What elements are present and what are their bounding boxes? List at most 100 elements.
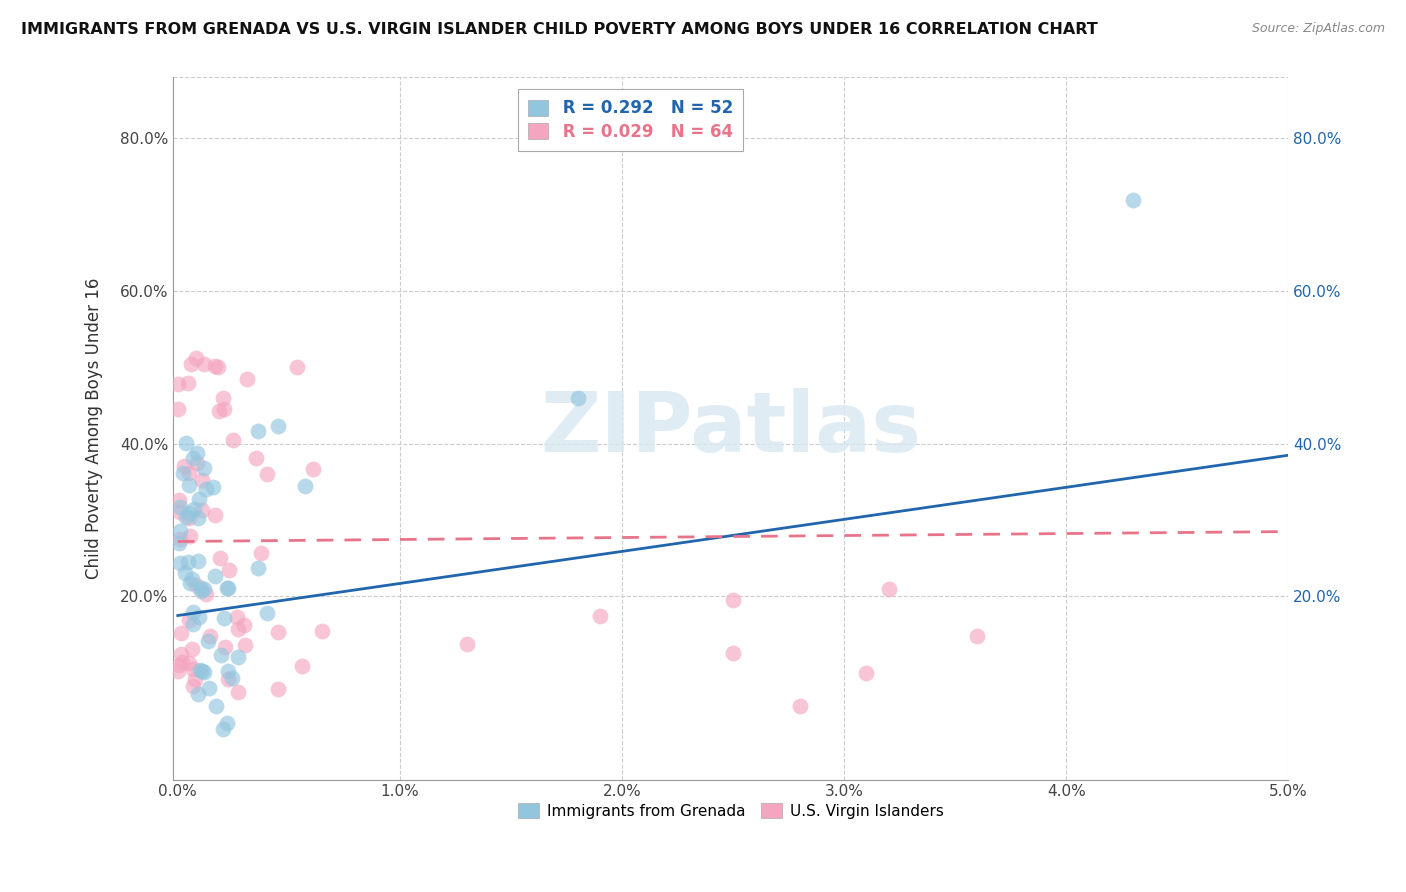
Point [170,647,193,661]
Point [291,659,314,673]
Point [169,505,191,519]
Point [204,568,226,582]
Y-axis label: Child Poverty Among Boys Under 16: Child Poverty Among Boys Under 16 [86,277,103,579]
Point [301,462,323,476]
Point [217,672,239,686]
Point [204,359,226,373]
Point [181,641,204,656]
Point [181,605,204,619]
Point [177,477,200,491]
Text: ZIPatlas: ZIPatlas [540,388,921,469]
Point [167,376,190,391]
Point [180,358,202,372]
Point [721,593,744,607]
Point [179,511,201,525]
Point [190,584,212,599]
Point [209,648,232,662]
Point [167,536,190,550]
Point [198,629,221,643]
Point [169,626,191,640]
Point [177,506,200,520]
Point [169,556,191,570]
Point [233,618,256,632]
Point [202,480,225,494]
Point [181,572,204,586]
Point [245,450,267,465]
Point [167,665,190,679]
Point [589,609,612,624]
Point [236,372,259,386]
Legend: Immigrants from Grenada, U.S. Virgin Islanders: Immigrants from Grenada, U.S. Virgin Isl… [512,797,950,824]
Point [215,715,238,730]
Point [179,467,201,481]
Point [186,456,208,470]
Point [215,581,238,595]
Point [198,681,221,695]
Point [177,656,200,670]
Point [181,617,204,632]
Point [221,671,243,685]
Point [188,609,211,624]
Point [456,637,478,651]
Point [256,606,278,620]
Point [174,510,197,524]
Point [226,609,249,624]
Point [176,376,198,390]
Point [217,664,239,678]
Point [188,663,211,677]
Point [184,578,207,592]
Point [169,500,191,515]
Point [214,640,236,655]
Point [195,587,218,601]
Point [176,436,198,450]
Point [217,581,239,595]
Point [167,493,190,508]
Point [187,554,209,568]
Point [208,404,231,418]
Point [169,532,191,546]
Point [256,467,278,481]
Point [181,662,204,676]
Point [311,624,333,639]
Point [183,679,205,693]
Point [966,629,988,643]
Text: Source: ZipAtlas.com: Source: ZipAtlas.com [1251,22,1385,36]
Point [855,666,877,681]
Point [193,665,215,679]
Point [181,451,204,466]
Point [172,466,194,480]
Point [285,360,308,375]
Point [209,551,232,566]
Point [266,419,288,434]
Point [212,401,235,416]
Point [207,360,229,375]
Point [173,459,195,474]
Point [221,433,243,447]
Point [228,649,250,664]
Point [170,656,193,670]
Point [212,391,235,405]
Point [190,581,212,595]
Point [179,529,201,543]
Point [226,622,249,636]
Point [1122,193,1144,207]
Point [193,582,215,596]
Point [191,503,214,517]
Point [166,402,188,417]
Point [233,638,256,652]
Point [167,658,190,673]
Point [721,646,744,660]
Point [266,624,288,639]
Point [877,582,900,596]
Point [187,491,209,506]
Point [187,686,209,700]
Point [174,566,197,580]
Point [212,722,235,736]
Point [187,511,209,525]
Point [226,685,249,699]
Point [191,664,214,678]
Point [195,482,218,496]
Point [789,699,811,714]
Point [193,357,215,371]
Point [204,698,226,713]
